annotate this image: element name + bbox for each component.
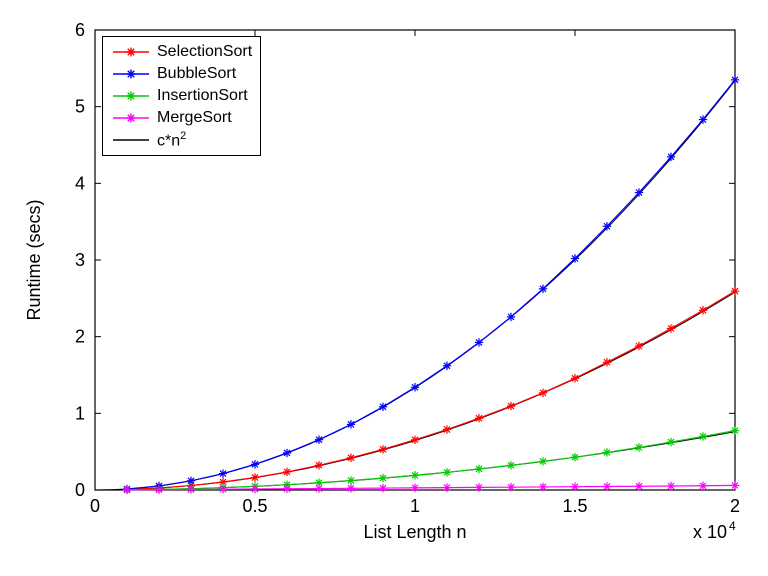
legend-label: SelectionSort <box>157 43 252 61</box>
y-tick-label: 2 <box>75 327 85 347</box>
legend-swatch <box>111 107 151 129</box>
legend-swatch <box>111 129 151 151</box>
y-tick-label: 5 <box>75 97 85 117</box>
legend-item: c*n2 <box>111 129 252 151</box>
legend-label: InsertionSort <box>157 87 248 105</box>
y-tick-label: 4 <box>75 173 85 193</box>
legend-item: InsertionSort <box>111 85 252 107</box>
legend-item: SelectionSort <box>111 41 252 63</box>
y-axis-label: Runtime (secs) <box>24 199 44 320</box>
legend-label: c*n2 <box>157 130 186 150</box>
y-tick-label: 6 <box>75 20 85 40</box>
x-axis-label: List Length n <box>363 522 466 542</box>
x-tick-label: 0 <box>90 496 100 516</box>
legend-label: MergeSort <box>157 109 232 127</box>
legend-label: BubbleSort <box>157 65 236 83</box>
legend-swatch <box>111 41 151 63</box>
x-scale-exp: 4 <box>729 519 736 533</box>
y-tick-label: 3 <box>75 250 85 270</box>
x-tick-label: 1 <box>410 496 420 516</box>
x-tick-label: 0.5 <box>242 496 267 516</box>
legend-swatch <box>111 85 151 107</box>
y-tick-label: 1 <box>75 403 85 423</box>
legend: SelectionSort BubbleSort InsertionSort Merg… <box>102 36 261 156</box>
legend-swatch <box>111 63 151 85</box>
x-scale-text: x 10 <box>693 522 727 542</box>
x-tick-label: 1.5 <box>562 496 587 516</box>
runtime-chart: 00.511.520123456List Length nx 104Runtim… <box>0 0 768 576</box>
y-tick-label: 0 <box>75 480 85 500</box>
legend-item: BubbleSort <box>111 63 252 85</box>
legend-item: MergeSort <box>111 107 252 129</box>
x-tick-label: 2 <box>730 496 740 516</box>
